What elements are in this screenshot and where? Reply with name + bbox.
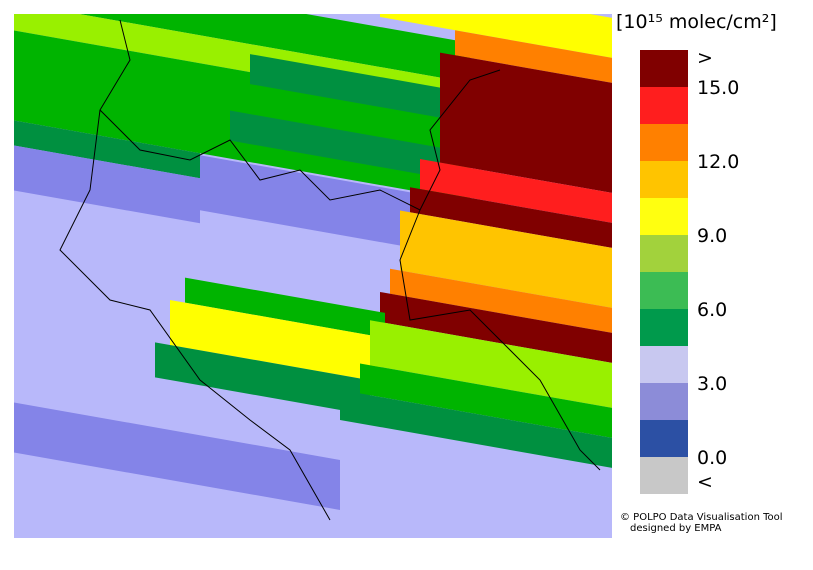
color-cell	[640, 420, 688, 457]
color-cell	[640, 50, 688, 87]
legend-label: >	[697, 47, 713, 69]
satellite-swaths	[14, 14, 612, 510]
color-cell	[640, 161, 688, 198]
borders	[59, 19, 601, 521]
color-cell	[640, 87, 688, 124]
legend-labels: >15.0 12.0 9.0 6.0 3.0 0.0<	[697, 47, 739, 493]
color-cell	[640, 235, 688, 272]
legend-title: [10¹⁵ molec/cm²]	[616, 11, 777, 33]
legend-label: 9.0	[697, 225, 727, 247]
color-cell	[640, 457, 688, 494]
color-cell	[640, 309, 688, 346]
color-cell	[640, 346, 688, 383]
legend-label: 6.0	[697, 299, 727, 321]
credit: designed by EMPA	[630, 523, 722, 534]
map	[14, 14, 612, 538]
color-cell	[640, 124, 688, 161]
credit: © POLPO Data Visualisation Tool	[620, 512, 783, 523]
legend-label: <	[697, 471, 713, 493]
legend-label: 12.0	[697, 151, 739, 173]
color-cell	[640, 198, 688, 235]
color-cell	[640, 383, 688, 420]
color-cell	[640, 272, 688, 309]
legend-label: 15.0	[697, 77, 739, 99]
color-bar	[640, 50, 688, 494]
legend-label: 3.0	[697, 373, 727, 395]
legend-label: 0.0	[697, 447, 727, 469]
